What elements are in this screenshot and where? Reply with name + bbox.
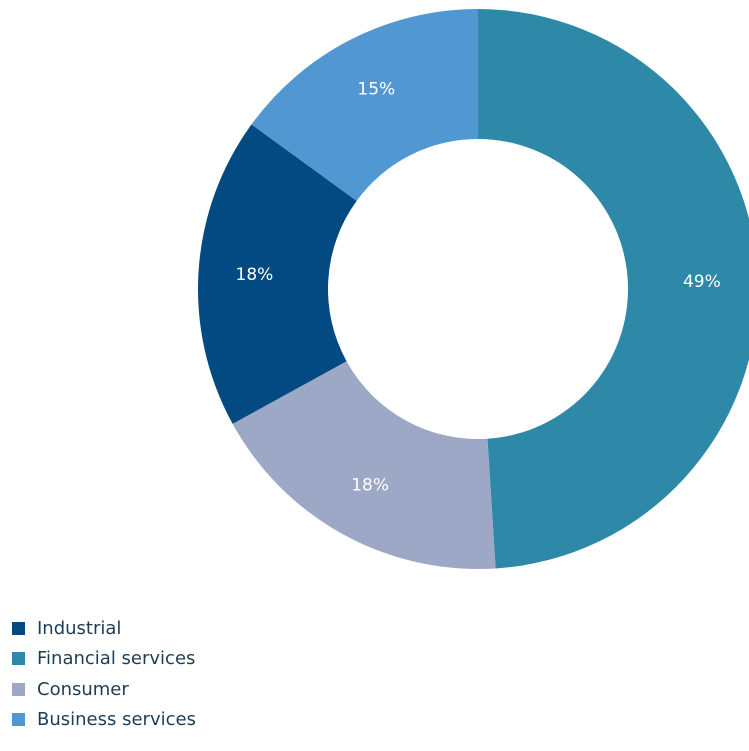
legend-label-industrial: Industrial xyxy=(37,617,122,639)
slice-business-services xyxy=(251,9,478,201)
legend-item-consumer: Consumer xyxy=(12,674,196,705)
legend-label-consumer: Consumer xyxy=(37,678,129,700)
legend: Industrial Financial services Consumer B… xyxy=(12,613,196,735)
legend-swatch-industrial xyxy=(12,621,25,635)
slice-financial-services xyxy=(478,9,749,569)
slice-consumer xyxy=(232,361,496,570)
legend-label-financial-services: Financial services xyxy=(37,648,196,670)
legend-swatch-financial-services xyxy=(12,652,25,666)
slice-label-industrial: 18% xyxy=(236,265,274,285)
legend-label-business-services: Business services xyxy=(37,709,196,731)
legend-swatch-business-services xyxy=(12,713,25,727)
slice-label-financial-services: 49% xyxy=(683,272,721,292)
donut-chart: 49% 18% 18% 15% xyxy=(197,9,749,570)
legend-swatch-consumer xyxy=(12,682,25,696)
legend-item-financial-services: Financial services xyxy=(12,644,196,675)
slice-label-consumer: 18% xyxy=(351,475,389,495)
legend-item-industrial: Industrial xyxy=(12,613,196,644)
legend-item-business-services: Business services xyxy=(12,705,196,736)
slice-label-business-services: 15% xyxy=(357,79,395,99)
slice-industrial xyxy=(197,124,357,424)
